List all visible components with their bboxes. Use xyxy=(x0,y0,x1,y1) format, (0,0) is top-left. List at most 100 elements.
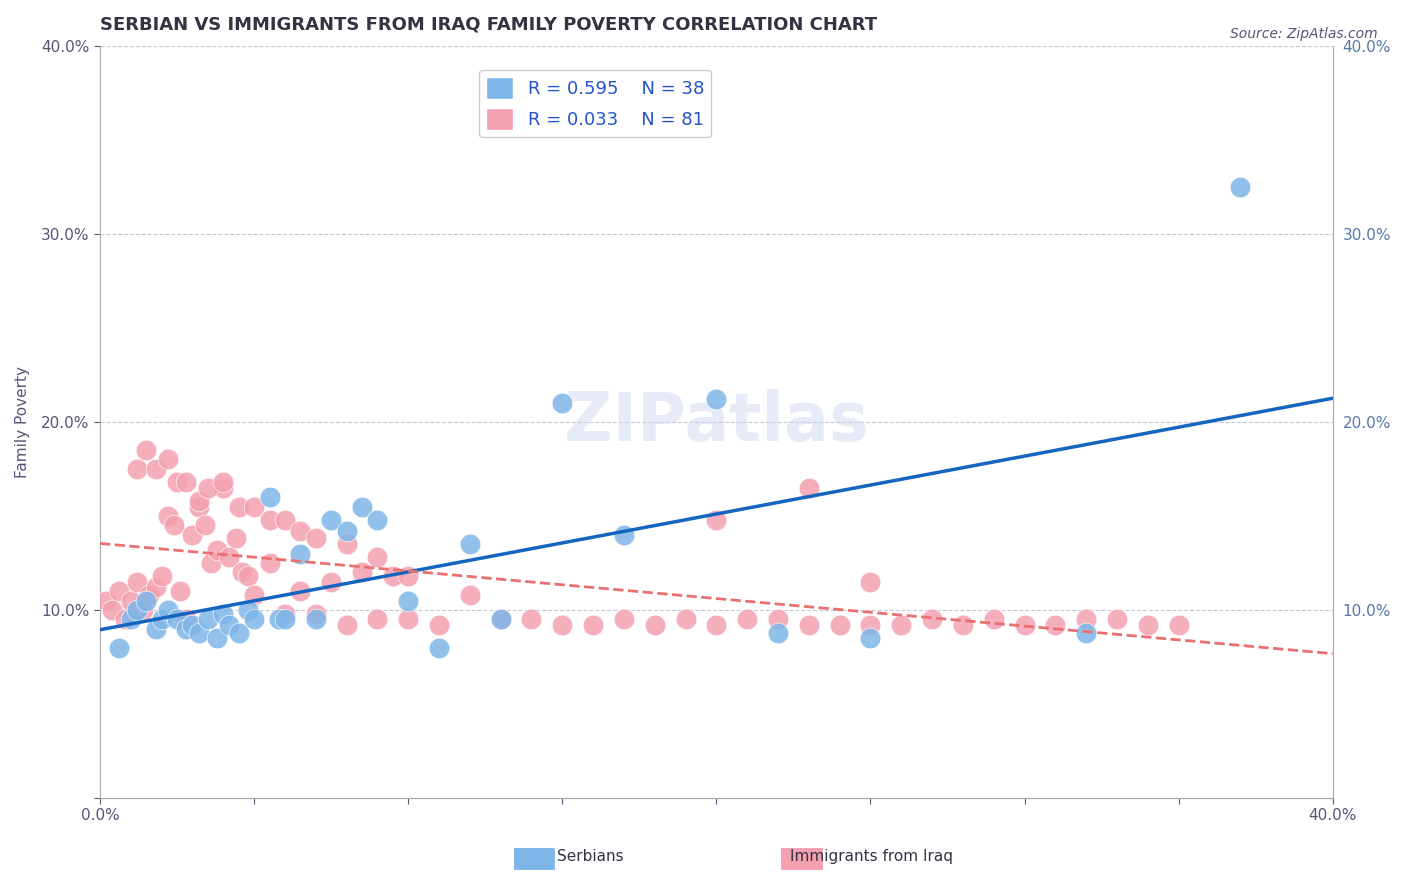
Immigrants from Iraq xyxy=(321,574,343,589)
Immigrants from Iraq xyxy=(613,612,636,626)
Immigrants from Iraq xyxy=(243,500,266,514)
Immigrants from Iraq xyxy=(675,612,697,626)
Immigrants from Iraq xyxy=(231,566,253,580)
Immigrants from Iraq xyxy=(187,500,209,514)
Serbians xyxy=(706,392,728,407)
Serbians xyxy=(120,612,142,626)
Serbians xyxy=(859,631,882,645)
Immigrants from Iraq xyxy=(290,584,312,599)
Text: ZIPatlas: ZIPatlas xyxy=(564,389,869,455)
Immigrants from Iraq xyxy=(107,584,129,599)
Immigrants from Iraq xyxy=(1014,618,1036,632)
Immigrants from Iraq xyxy=(305,607,328,621)
Serbians xyxy=(427,640,450,655)
Immigrants from Iraq xyxy=(520,612,543,626)
Serbians xyxy=(187,625,209,640)
Serbians xyxy=(205,631,228,645)
Immigrants from Iraq xyxy=(1076,612,1098,626)
Immigrants from Iraq xyxy=(135,443,157,458)
Serbians xyxy=(166,612,188,626)
Immigrants from Iraq xyxy=(200,556,222,570)
Immigrants from Iraq xyxy=(274,513,297,527)
Serbians xyxy=(150,612,173,626)
Serbians xyxy=(125,603,148,617)
Serbians xyxy=(228,625,250,640)
Immigrants from Iraq xyxy=(194,518,217,533)
Immigrants from Iraq xyxy=(396,612,419,626)
Immigrants from Iraq xyxy=(1045,618,1067,632)
Serbians xyxy=(243,612,266,626)
Immigrants from Iraq xyxy=(366,612,388,626)
Immigrants from Iraq xyxy=(396,569,419,583)
Immigrants from Iraq xyxy=(859,618,882,632)
Serbians xyxy=(321,513,343,527)
Immigrants from Iraq xyxy=(156,452,179,467)
Immigrants from Iraq xyxy=(458,588,481,602)
Immigrants from Iraq xyxy=(101,603,124,617)
Serbians xyxy=(259,490,281,504)
Immigrants from Iraq xyxy=(181,527,204,541)
Immigrants from Iraq xyxy=(163,518,186,533)
Serbians xyxy=(551,396,574,410)
Serbians xyxy=(236,603,259,617)
Immigrants from Iraq xyxy=(138,588,160,602)
Serbians xyxy=(274,612,297,626)
Serbians xyxy=(1229,179,1251,194)
Immigrants from Iraq xyxy=(582,618,605,632)
Serbians xyxy=(305,612,328,626)
Serbians xyxy=(135,593,157,607)
Legend: R = 0.595    N = 38, R = 0.033    N = 81: R = 0.595 N = 38, R = 0.033 N = 81 xyxy=(479,70,711,137)
Immigrants from Iraq xyxy=(120,593,142,607)
Immigrants from Iraq xyxy=(274,607,297,621)
Serbians xyxy=(766,625,789,640)
Immigrants from Iraq xyxy=(1136,618,1159,632)
Immigrants from Iraq xyxy=(96,593,118,607)
Immigrants from Iraq xyxy=(952,618,974,632)
Immigrants from Iraq xyxy=(259,556,281,570)
Immigrants from Iraq xyxy=(828,618,851,632)
Immigrants from Iraq xyxy=(236,569,259,583)
Immigrants from Iraq xyxy=(259,513,281,527)
Serbians xyxy=(1076,625,1098,640)
Immigrants from Iraq xyxy=(1105,612,1128,626)
Serbians xyxy=(212,607,235,621)
Immigrants from Iraq xyxy=(145,462,167,476)
Immigrants from Iraq xyxy=(1167,618,1189,632)
Serbians xyxy=(267,612,290,626)
Immigrants from Iraq xyxy=(859,574,882,589)
Immigrants from Iraq xyxy=(797,481,820,495)
Immigrants from Iraq xyxy=(176,475,198,489)
Immigrants from Iraq xyxy=(890,618,912,632)
Immigrants from Iraq xyxy=(125,574,148,589)
Immigrants from Iraq xyxy=(176,612,198,626)
Immigrants from Iraq xyxy=(243,588,266,602)
Immigrants from Iraq xyxy=(797,618,820,632)
Y-axis label: Family Poverty: Family Poverty xyxy=(15,366,30,478)
Immigrants from Iraq xyxy=(983,612,1005,626)
Immigrants from Iraq xyxy=(735,612,758,626)
Serbians xyxy=(218,618,240,632)
Immigrants from Iraq xyxy=(145,581,167,595)
Serbians xyxy=(366,513,388,527)
Immigrants from Iraq xyxy=(169,584,191,599)
Immigrants from Iraq xyxy=(921,612,943,626)
Text: Serbians: Serbians xyxy=(557,849,624,863)
Serbians xyxy=(290,547,312,561)
Immigrants from Iraq xyxy=(644,618,666,632)
Immigrants from Iraq xyxy=(381,569,404,583)
Text: Immigrants from Iraq: Immigrants from Iraq xyxy=(790,849,953,863)
Immigrants from Iraq xyxy=(205,542,228,557)
Immigrants from Iraq xyxy=(706,513,728,527)
Serbians xyxy=(197,612,219,626)
Immigrants from Iraq xyxy=(150,569,173,583)
Immigrants from Iraq xyxy=(427,618,450,632)
Immigrants from Iraq xyxy=(225,532,247,546)
Immigrants from Iraq xyxy=(305,532,328,546)
Immigrants from Iraq xyxy=(218,550,240,565)
Serbians xyxy=(176,622,198,636)
Immigrants from Iraq xyxy=(366,550,388,565)
Immigrants from Iraq xyxy=(489,612,512,626)
Immigrants from Iraq xyxy=(551,618,574,632)
Immigrants from Iraq xyxy=(335,537,357,551)
Serbians xyxy=(458,537,481,551)
